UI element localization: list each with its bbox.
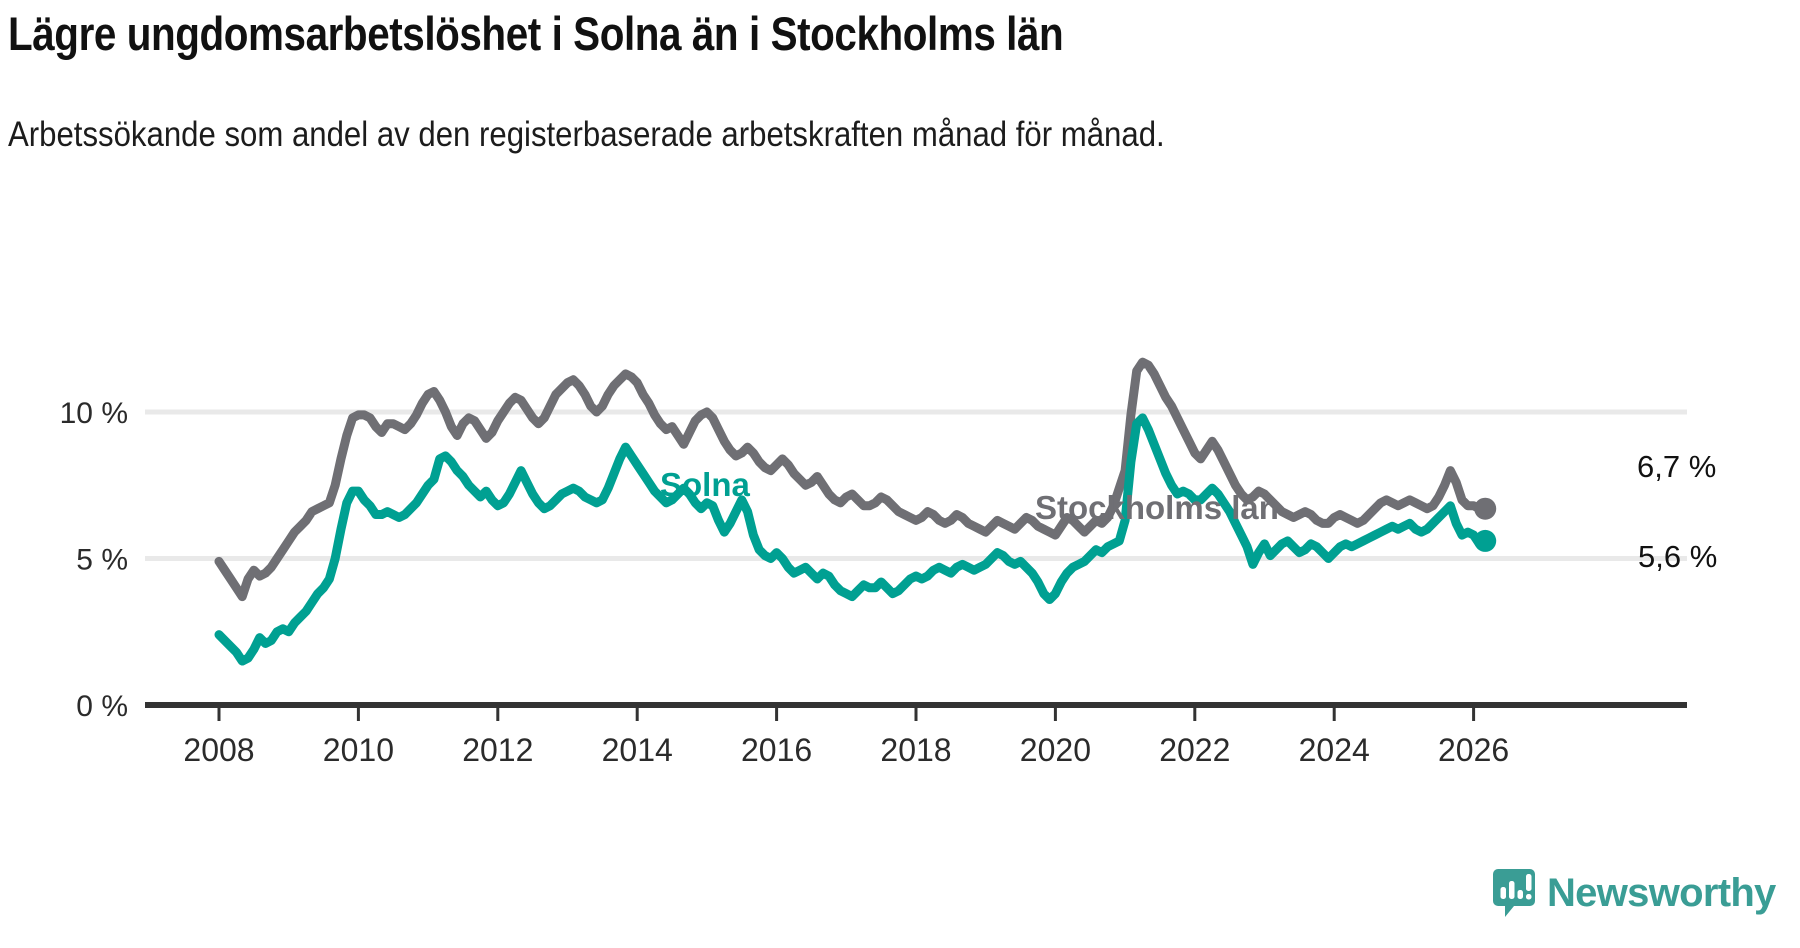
x-axis-label-2008: 2008 (183, 732, 254, 768)
series-end-dot-stockholms-lan (1474, 497, 1497, 520)
x-axis-label-2010: 2010 (323, 732, 394, 768)
x-axis-label-2020: 2020 (1020, 732, 1091, 768)
x-axis-label-2022: 2022 (1159, 732, 1230, 768)
end-value-label-stockholms-lan: 6,7 % (1637, 449, 1716, 484)
y-axis-label-5: 5 % (76, 544, 128, 577)
series-label-stockholms-lan: Stockholms län (1035, 489, 1279, 526)
newsworthy-chart-bubble-icon (1492, 868, 1536, 918)
series-line-stockholms-lan (214, 357, 1490, 602)
page-subtitle: Arbetssökande som andel av den registerb… (8, 115, 1165, 154)
page-title: Lägre ungdomsarbetslöshet i Solna än i S… (8, 7, 1064, 60)
end-value-label-solna: 5,6 % (1638, 539, 1717, 574)
newsworthy-logo: Newsworthy (1492, 868, 1776, 918)
x-axis-label-2014: 2014 (602, 732, 673, 768)
series-line-solna (214, 413, 1490, 666)
x-axis-label-2016: 2016 (741, 732, 812, 768)
series-end-dot-solna (1474, 529, 1497, 552)
x-axis-label-2024: 2024 (1299, 732, 1370, 768)
x-axis-label-2018: 2018 (880, 732, 951, 768)
y-axis-label-10: 10 % (60, 397, 128, 430)
newsworthy-wordmark: Newsworthy (1547, 871, 1776, 915)
x-axis-label-2026: 2026 (1438, 732, 1509, 768)
x-axis-label-2012: 2012 (462, 732, 533, 768)
y-axis-label-0: 0 % (76, 690, 128, 723)
series-label-solna: Solna (660, 466, 750, 503)
